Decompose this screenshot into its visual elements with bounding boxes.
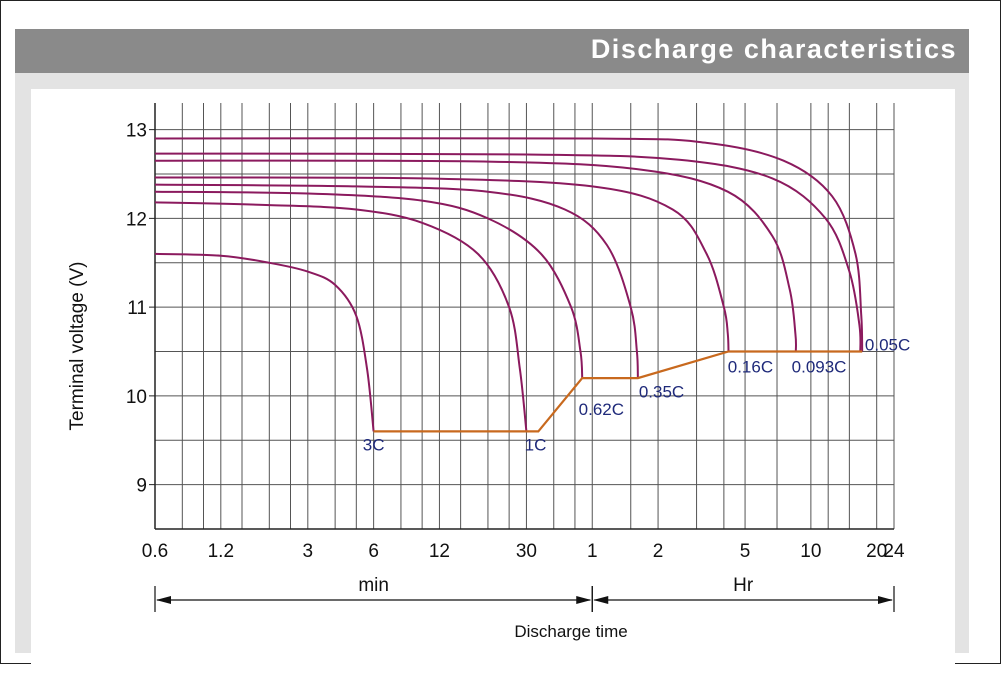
x-tick-label: 10 [800,541,821,562]
x-tick-label: 5 [740,541,751,562]
discharge-curve-top [154,137,864,352]
discharge-curve-0p35C [154,183,639,379]
x-tick-label: 20 [866,541,887,562]
rate-label: 0.093C [792,358,847,377]
rate-label: 0.05C [865,335,910,354]
y-tick-label: 13 [126,121,147,142]
x-tick-label: 30 [516,541,537,562]
y-axis-label: Terminal voltage (V) [67,262,88,431]
x-tick-label: 1.2 [208,541,234,562]
rate-label: 0.16C [728,358,773,377]
discharge-curve-0p093C [154,159,798,352]
discharge-curve-0p05C [154,152,862,352]
cutoff-voltage-line [373,350,863,433]
chart-title: Discharge characteristics [590,34,957,64]
arrow-head-right [576,596,592,604]
range-label-min: min [358,575,389,596]
rate-label: 0.62C [579,400,624,419]
discharge-curve-3C [154,252,375,432]
discharge-curve-0p16C [154,176,730,352]
title-bar: Discharge characteristics [15,29,969,73]
discharge-curve-0p62C [154,190,584,379]
rate-label: 3C [363,436,385,455]
discharge-curve-1C [154,201,528,432]
x-tick-label: 12 [429,541,450,562]
x-tick-label: 1 [587,541,598,562]
y-tick-label: 11 [127,298,147,319]
arrow-head-left [156,596,171,604]
series-group [154,137,864,433]
arrow-head-left [593,596,609,604]
chart-panel: Discharge characteristics [15,29,969,673]
arrow-head-right [878,596,893,604]
x-axis-label: Discharge time [514,622,627,641]
x-tick-label: 0.6 [142,541,168,562]
rate-label: 1C [525,436,547,455]
y-tick-label: 12 [126,209,147,230]
y-tick-label: 9 [136,476,147,497]
x-tick-label: 24 [883,541,905,562]
x-tick-label: 3 [303,541,314,562]
y-tick-label: 10 [126,387,147,408]
plot-background [31,89,955,673]
x-tick-label: 6 [368,541,379,562]
labels-group: min Hr 3C 1C 0.62C 0.35C 0.16C 0.093C 0.05C [154,335,910,612]
range-label-hr: Hr [733,575,754,596]
rate-label: 0.35C [639,382,684,401]
x-tick-label: 2 [653,541,664,562]
